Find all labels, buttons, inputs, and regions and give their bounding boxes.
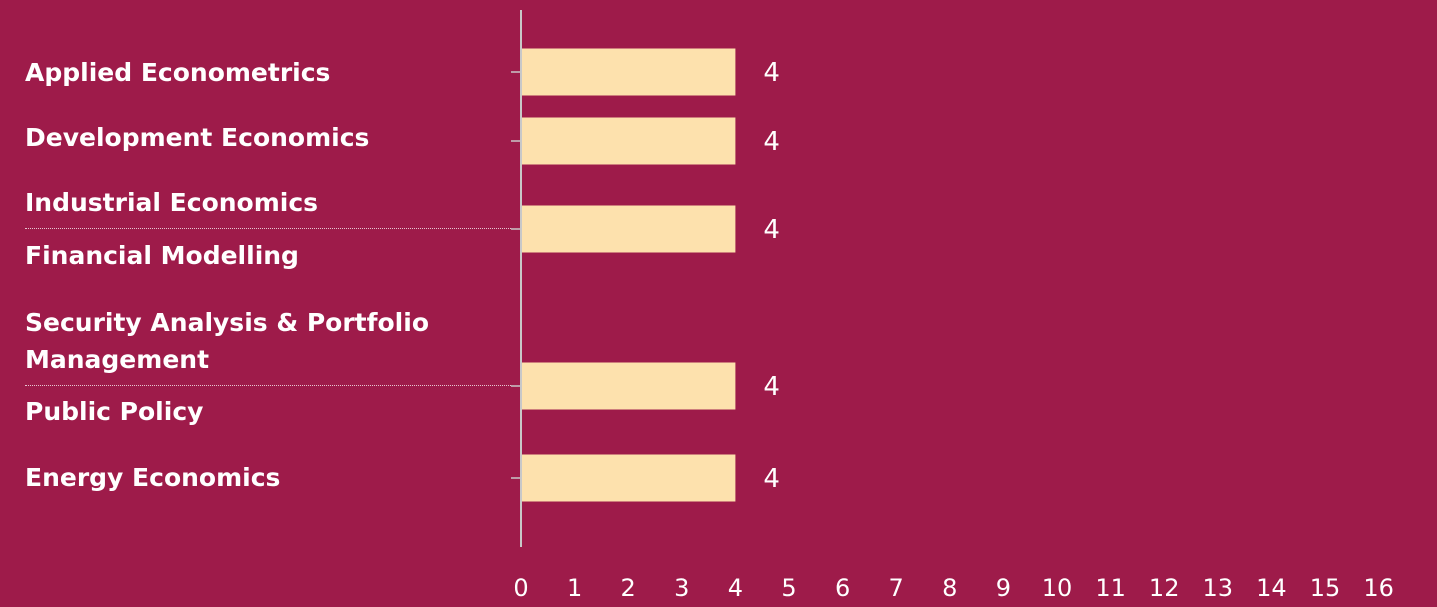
x-tick-label: 7 xyxy=(889,574,904,602)
category-label-industrial-economics: Industrial Economics xyxy=(25,188,319,217)
group-separator xyxy=(25,385,511,386)
x-tick-label: 13 xyxy=(1203,574,1234,602)
x-tick-label: 16 xyxy=(1363,574,1394,602)
group-separator xyxy=(25,228,511,229)
data-label: 4 xyxy=(763,464,780,494)
category-label-energy-economics: Energy Economics xyxy=(25,463,281,492)
x-tick-label: 5 xyxy=(781,574,796,602)
x-tick-label: 1 xyxy=(567,574,582,602)
category-label-security-analysis: Security Analysis & Portfolio xyxy=(25,308,429,337)
x-tick-label: 2 xyxy=(621,574,636,602)
category-label-applied-econometrics: Applied Econometrics xyxy=(25,58,331,87)
x-tick-label: 8 xyxy=(942,574,957,602)
data-label: 4 xyxy=(763,58,780,88)
x-tick-label: 12 xyxy=(1149,574,1180,602)
x-tick-label: 14 xyxy=(1256,574,1287,602)
bar xyxy=(521,205,736,253)
data-label: 4 xyxy=(763,215,780,245)
category-label-public-policy: Public Policy xyxy=(25,397,204,426)
bar xyxy=(521,362,736,410)
x-tick-label: 9 xyxy=(996,574,1011,602)
x-tick-label: 6 xyxy=(835,574,850,602)
x-tick-label: 3 xyxy=(674,574,689,602)
data-label: 4 xyxy=(763,372,780,402)
x-tick-label: 0 xyxy=(513,574,528,602)
x-tick-label: 4 xyxy=(728,574,743,602)
category-label-financial-modelling: Financial Modelling xyxy=(25,241,299,270)
bar xyxy=(521,117,736,165)
category-label-development-economics: Development Economics xyxy=(25,123,370,152)
bar xyxy=(521,454,736,502)
x-tick-label: 10 xyxy=(1042,574,1073,602)
category-label-management: Management xyxy=(25,345,210,374)
bar xyxy=(521,48,736,96)
x-tick-label: 11 xyxy=(1095,574,1126,602)
x-tick-label: 15 xyxy=(1310,574,1341,602)
data-label: 4 xyxy=(763,127,780,157)
